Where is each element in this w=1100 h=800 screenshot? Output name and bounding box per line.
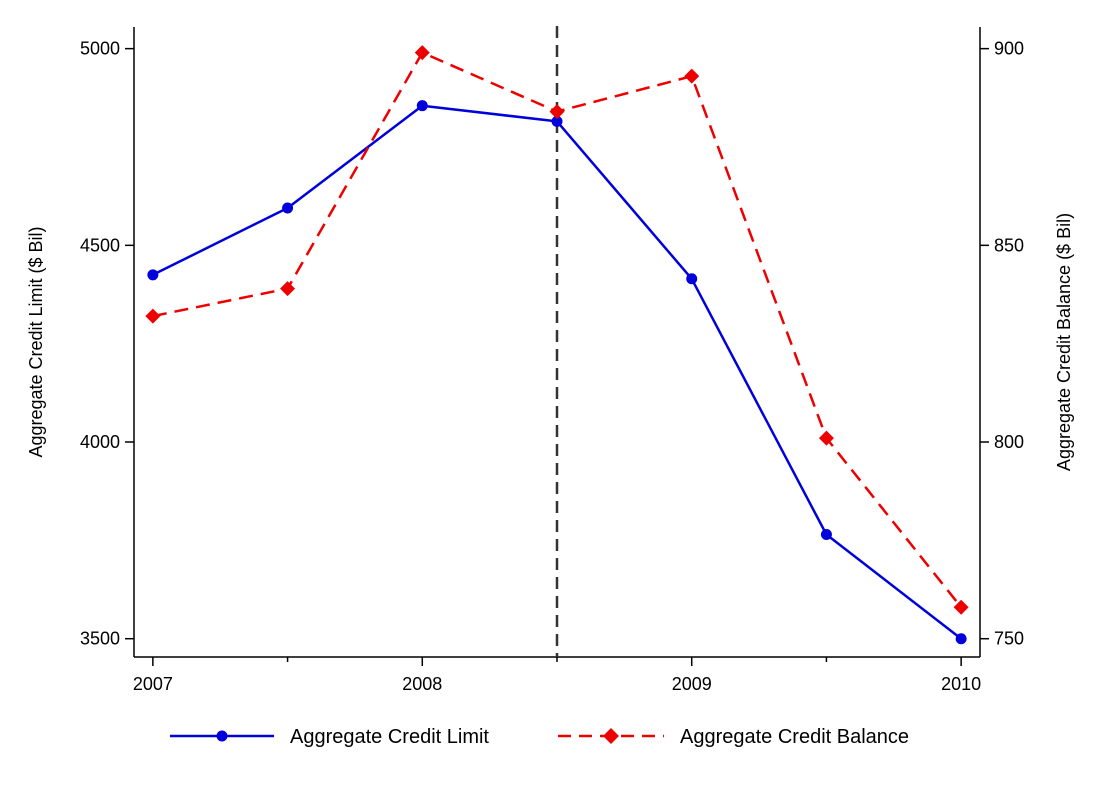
data-point-credit-limit [282,202,294,214]
data-point-credit-balance [684,68,700,84]
left-axis-title: Aggregate Credit Limit ($ Bil) [26,226,46,457]
x-tick-label: 2008 [402,674,442,694]
data-point-credit-limit [686,273,698,285]
x-tick-label: 2009 [672,674,712,694]
legend-marker-credit-limit [216,730,228,742]
data-point-credit-balance [414,45,430,61]
right-tick-label: 750 [994,629,1024,649]
x-tick-label: 2010 [941,674,981,694]
right-axis-ticks: 750 800 850 900 [980,39,1024,649]
right-tick-label: 800 [994,432,1024,452]
data-point-credit-limit [147,269,159,281]
legend: Aggregate Credit Limit Aggregate Credit … [170,726,909,748]
left-tick-label: 4000 [80,432,120,452]
legend-marker-credit-balance [603,728,619,744]
right-tick-label: 850 [994,235,1024,255]
legend-label-credit-limit: Aggregate Credit Limit [290,726,489,748]
right-axis-title: Aggregate Credit Balance ($ Bil) [1054,213,1074,471]
data-point-credit-balance [145,308,161,324]
series-layer [145,45,969,645]
right-tick-label: 900 [994,39,1024,59]
data-point-credit-balance [280,281,296,297]
x-axis-ticks: 2007 2008 2009 2010 [133,657,981,694]
left-tick-label: 3500 [80,629,120,649]
data-point-credit-balance [818,430,834,446]
left-axis-ticks: 3500 4000 4500 5000 [80,39,134,649]
data-point-credit-limit [416,100,428,112]
data-point-credit-limit [820,528,832,540]
data-point-credit-limit [551,115,563,127]
x-tick-label: 2007 [133,674,173,694]
data-point-credit-limit [955,633,967,645]
data-point-credit-balance [953,599,969,615]
data-point-credit-balance [549,104,565,120]
left-tick-label: 4500 [80,235,120,255]
left-tick-label: 5000 [80,39,120,59]
legend-label-credit-balance: Aggregate Credit Balance [680,726,909,748]
